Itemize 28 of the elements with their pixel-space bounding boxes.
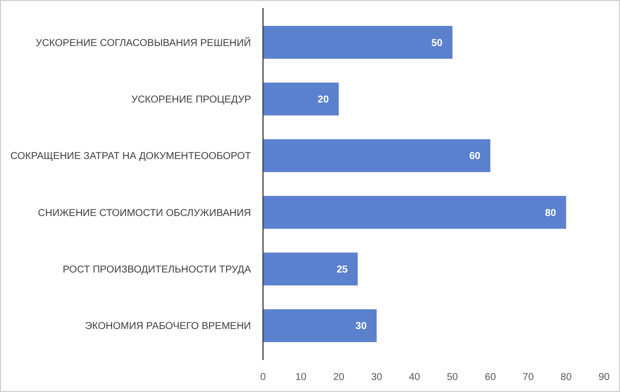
data-label: 20 [318, 94, 330, 106]
y-tick-label: РОСТ ПРОИЗВОДИТЕЛЬНОСТИ ТРУДА [62, 264, 252, 276]
y-tick-label: СНИЖЕНИЕ СТОИМОСТИ ОБСЛУЖИВАНИЯ [38, 208, 251, 219]
x-tick-label: 80 [560, 372, 572, 383]
x-tick-label: 50 [446, 372, 458, 383]
data-label: 30 [356, 321, 368, 332]
data-label: 25 [336, 264, 348, 276]
bar [263, 26, 452, 59]
data-label: 80 [544, 208, 557, 219]
x-tick-label: 10 [295, 372, 307, 383]
bar [263, 309, 377, 342]
x-tick-label: 30 [371, 372, 383, 383]
x-tick-label: 0 [260, 372, 266, 383]
y-tick-label: УСКОРЕНИЕ СОГЛАСОВЫВАНИЯ РЕШЕНИЙ [36, 36, 251, 49]
x-tick-label: 60 [484, 372, 496, 383]
y-tick-label: ЭКОНОМИЯ РАБОЧЕГО ВРЕМЕНИ [84, 321, 251, 332]
data-label: 50 [431, 38, 443, 49]
bar [263, 82, 339, 116]
x-tick-label: 40 [408, 372, 421, 383]
y-tick-label: УСКОРЕНИЕ ПРОЦЕДУР [131, 94, 252, 106]
data-label: 60 [469, 151, 481, 162]
x-tick-label: 70 [522, 372, 534, 383]
bar [263, 196, 566, 229]
y-tick-label: СОКРАЩЕНИЕ ЗАТРАТ НА ДОКУМЕНТЕООБОРОТ [10, 151, 251, 162]
x-tick-label: 20 [333, 372, 345, 383]
x-tick-label: 90 [598, 372, 610, 383]
bar [263, 252, 358, 286]
bar [263, 139, 490, 172]
